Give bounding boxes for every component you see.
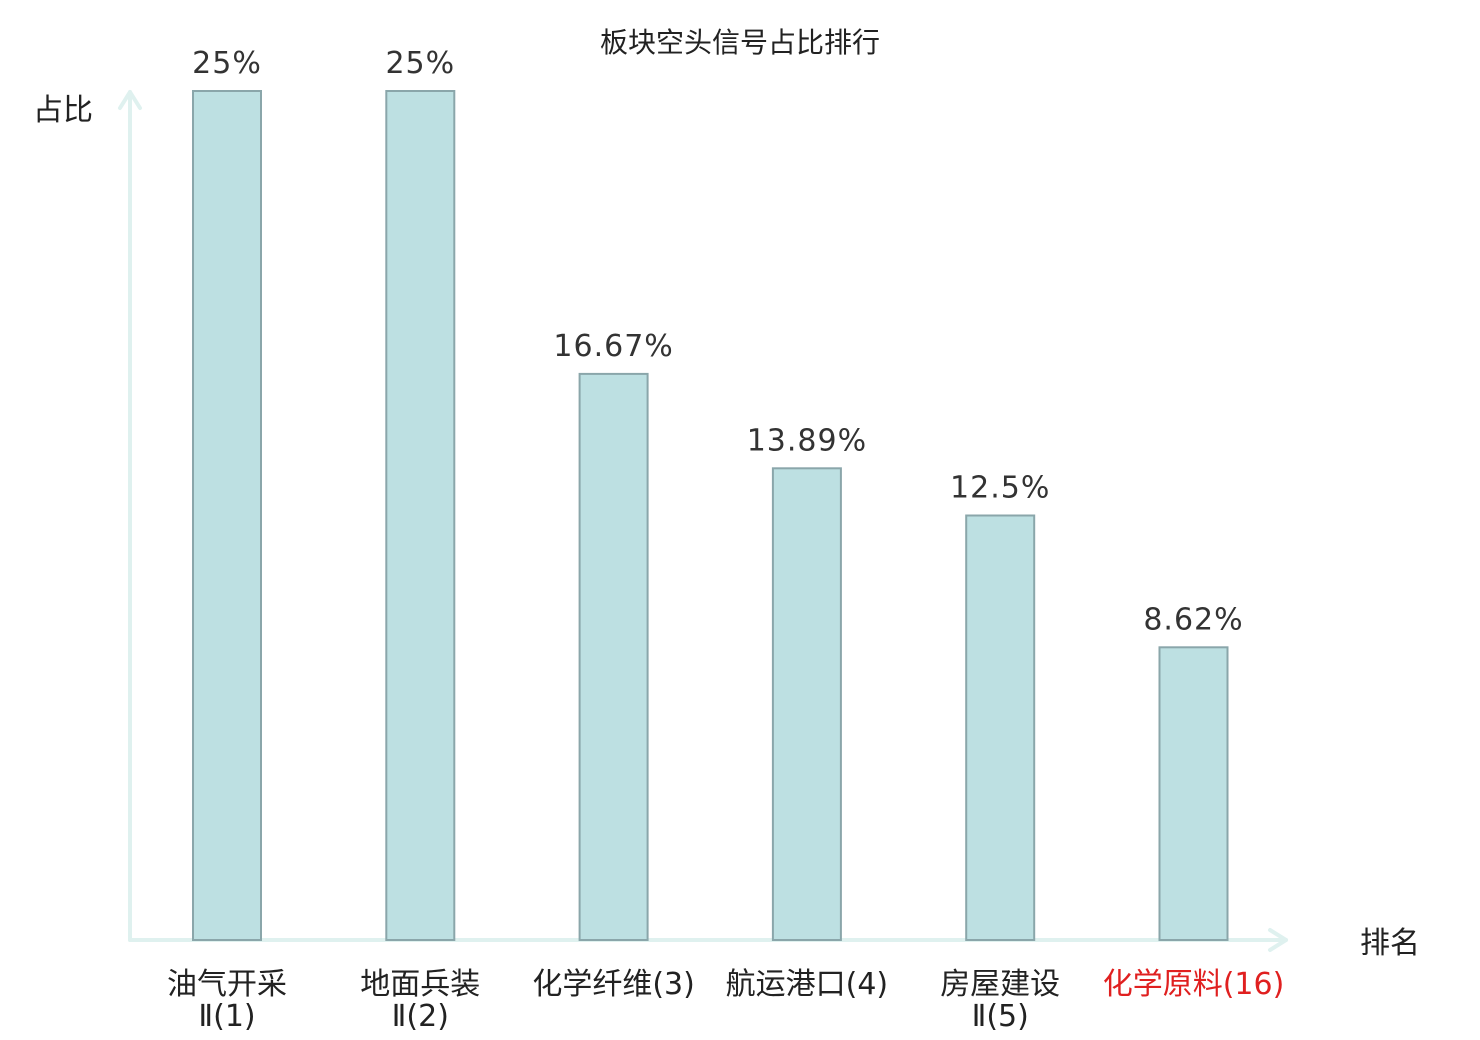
y-axis-label: 占比 bbox=[33, 93, 93, 128]
x-axis bbox=[128, 928, 1288, 952]
data-label: 8.62% bbox=[1143, 602, 1243, 637]
data-label: 25% bbox=[385, 46, 455, 81]
y-axis bbox=[118, 90, 142, 942]
x-tick-label: 航运港口(4) bbox=[726, 967, 889, 1002]
bar bbox=[192, 90, 262, 941]
bar bbox=[1158, 646, 1229, 941]
x-axis-arrow-icon bbox=[1268, 928, 1288, 952]
x-tick-label: 油气开采 bbox=[167, 967, 287, 1002]
data-label: 13.89% bbox=[747, 423, 867, 458]
data-label: 25% bbox=[192, 46, 262, 81]
bar bbox=[385, 90, 456, 941]
data-label: 16.67% bbox=[553, 329, 673, 364]
data-label: 12.5% bbox=[950, 471, 1050, 506]
x-tick-label: Ⅱ(1) bbox=[198, 999, 255, 1034]
x-tick-label: 地面兵装 bbox=[360, 967, 480, 1002]
bar bbox=[771, 467, 842, 941]
x-axis-label: 排名 bbox=[1360, 926, 1420, 961]
x-tick-label: 化学原料(16) bbox=[1103, 967, 1285, 1002]
value-labels: 25% 25% 16.67% 13.89% 12.5% 8.62% bbox=[192, 46, 1243, 637]
x-tick-label: Ⅱ(5) bbox=[972, 999, 1029, 1034]
bar bbox=[578, 372, 649, 941]
bar bbox=[965, 514, 1036, 941]
x-tick-label: 房屋建设 bbox=[940, 967, 1060, 1002]
y-axis-arrow-icon bbox=[118, 90, 142, 110]
chart-title: 板块空头信号占比排行 bbox=[600, 26, 880, 59]
bars bbox=[192, 90, 1229, 941]
x-tick-label: Ⅱ(2) bbox=[392, 999, 449, 1034]
x-tick-label: 化学纤维(3) bbox=[532, 967, 695, 1002]
